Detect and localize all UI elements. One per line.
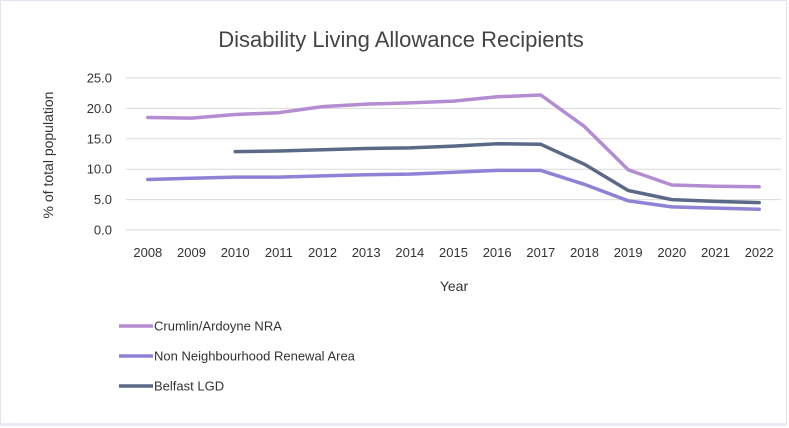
x-tick-label: 2016 <box>483 245 512 260</box>
x-axis-title: Year <box>440 278 469 294</box>
series-line-0 <box>146 93 761 189</box>
y-axis-title: % of total population <box>40 92 56 219</box>
x-tick-label: 2020 <box>657 245 686 260</box>
x-tick-label: 2015 <box>439 245 468 260</box>
y-tick-label: 15.0 <box>87 131 112 146</box>
legend-label-1: Non Neighbourhood Renewal Area <box>154 349 356 364</box>
x-tick-label: 2013 <box>352 245 381 260</box>
chart-title: Disability Living Allowance Recipients <box>218 27 584 52</box>
x-tick-label: 2019 <box>614 245 643 260</box>
x-tick-label: 2017 <box>526 245 555 260</box>
x-tick-label: 2018 <box>570 245 599 260</box>
x-tick-label: 2014 <box>395 245 424 260</box>
y-tick-label: 5.0 <box>94 192 112 207</box>
x-tick-label: 2012 <box>308 245 337 260</box>
y-tick-label: 10.0 <box>87 162 112 177</box>
series-line-2 <box>233 141 761 205</box>
x-axis-ticks: 2008 2009 2010 2011 2012 2013 2014 2015 2016 2017… <box>133 245 773 260</box>
y-tick-label: 20.0 <box>87 101 112 116</box>
series-line-1 <box>146 168 761 212</box>
x-tick-label: 2009 <box>177 245 206 260</box>
x-tick-label: 2021 <box>701 245 730 260</box>
y-axis-ticks: 25.0 20.0 15.0 10.0 5.0 0.0 <box>87 71 112 238</box>
legend-label-2: Belfast LGD <box>154 379 224 394</box>
gridlines <box>126 77 781 231</box>
x-tick-label: 2022 <box>745 245 774 260</box>
x-tick-label: 2010 <box>221 245 250 260</box>
y-tick-label: 25.0 <box>87 71 112 86</box>
legend-label-0: Crumlin/Ardoyne NRA <box>154 319 282 334</box>
x-tick-label: 2008 <box>133 245 162 260</box>
x-tick-label: 2011 <box>265 245 293 260</box>
y-tick-label: 0.0 <box>94 223 112 238</box>
series-lines <box>146 93 761 212</box>
legend: Crumlin/Ardoyne NRA Non Neighbourhood Ren… <box>119 319 356 394</box>
